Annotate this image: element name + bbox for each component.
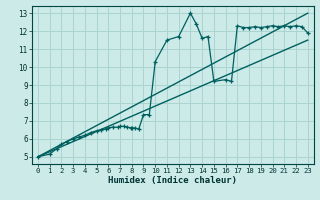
X-axis label: Humidex (Indice chaleur): Humidex (Indice chaleur) bbox=[108, 176, 237, 185]
